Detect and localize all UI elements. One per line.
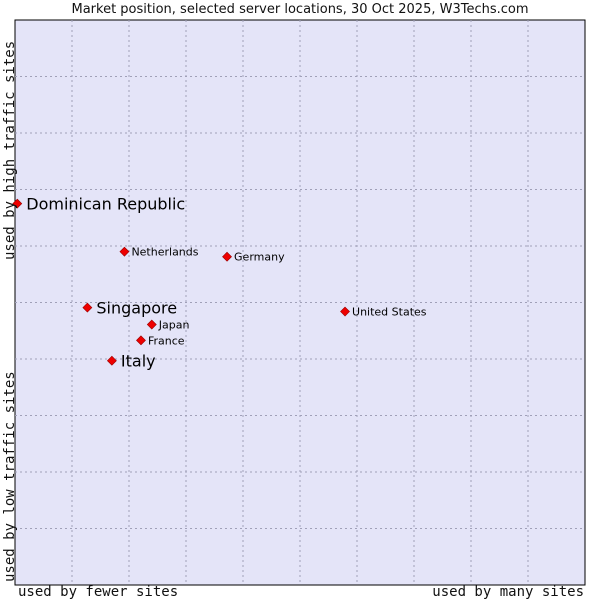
y-axis-label-top: used by high traffic sites bbox=[2, 40, 18, 260]
grid bbox=[15, 20, 585, 585]
point-marker bbox=[119, 246, 130, 257]
point-label: Italy bbox=[121, 352, 156, 371]
point-label: Germany bbox=[234, 251, 285, 264]
point-label: Japan bbox=[158, 319, 190, 332]
data-point-netherlands: Netherlands bbox=[119, 246, 199, 259]
data-point-italy: Italy bbox=[106, 352, 156, 371]
data-points: Dominican Republic Netherlands Germany Sing… bbox=[12, 195, 427, 371]
data-point-japan: Japan bbox=[146, 319, 190, 332]
point-marker bbox=[12, 198, 23, 209]
point-marker bbox=[136, 335, 146, 346]
data-point-united-states: United States bbox=[340, 306, 427, 319]
point-marker bbox=[340, 306, 350, 317]
point-label: Dominican Republic bbox=[26, 195, 185, 214]
point-label: United States bbox=[352, 306, 427, 319]
data-point-germany: Germany bbox=[222, 251, 285, 264]
point-marker bbox=[146, 319, 157, 330]
point-label: Singapore bbox=[96, 299, 177, 318]
point-label: France bbox=[148, 334, 185, 347]
point-label: Netherlands bbox=[131, 246, 198, 259]
y-axis-label-bottom: used by low traffic sites bbox=[2, 371, 18, 582]
point-marker bbox=[82, 302, 93, 313]
data-point-dominican-republic: Dominican Republic bbox=[12, 195, 185, 214]
point-marker bbox=[106, 355, 117, 366]
x-axis-label-left: used by fewer sites bbox=[18, 584, 179, 600]
data-point-france: France bbox=[136, 334, 185, 347]
data-point-singapore: Singapore bbox=[82, 299, 177, 318]
x-axis-label-right: used by many sites bbox=[432, 584, 584, 600]
chart-title: Market position, selected server locatio… bbox=[71, 2, 529, 17]
point-marker bbox=[222, 251, 232, 262]
